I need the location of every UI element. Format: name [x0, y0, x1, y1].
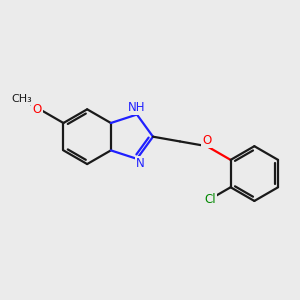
Text: O: O [32, 103, 42, 116]
Text: CH₃: CH₃ [12, 94, 32, 104]
Text: Cl: Cl [205, 194, 216, 206]
Text: NH: NH [128, 101, 146, 115]
Text: N: N [136, 157, 145, 170]
Text: O: O [202, 134, 212, 147]
